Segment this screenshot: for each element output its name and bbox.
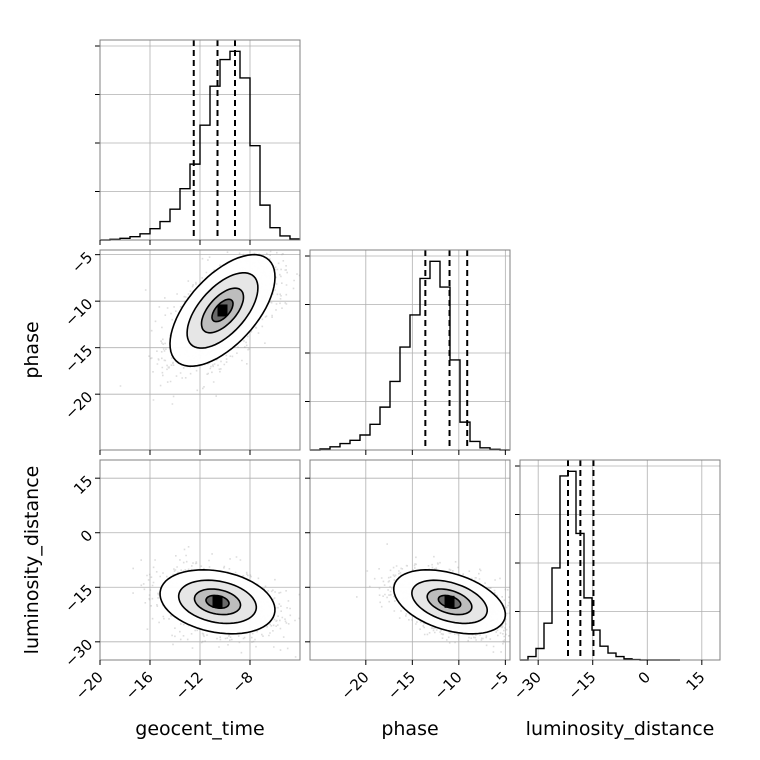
x-tick-label: −20 xyxy=(338,668,373,703)
panel-background xyxy=(310,250,510,450)
x-tick-label: 0 xyxy=(635,668,654,687)
pair-panel-phase-luminosity_distance xyxy=(309,459,511,661)
panel-border xyxy=(309,459,511,661)
hist-series xyxy=(310,260,510,451)
y-tick-label: −10 xyxy=(61,295,96,330)
hist-panel-geocent_time xyxy=(95,39,301,241)
hist-panel-luminosity_distance xyxy=(515,459,721,661)
y-tick-label: 0 xyxy=(77,526,96,545)
pair-content xyxy=(100,460,300,660)
y-tick-label: −20 xyxy=(61,388,96,423)
pair-content xyxy=(310,460,510,660)
x-tick-label: −5 xyxy=(484,668,512,696)
panel-background xyxy=(520,460,720,660)
y-tick-label: 15 xyxy=(70,472,96,498)
x-tick-label: 15 xyxy=(682,668,708,694)
x-tick-label: −8 xyxy=(228,668,256,696)
pair-content xyxy=(100,250,300,450)
x-tick-label: −20 xyxy=(72,668,107,703)
y-tick-label: −15 xyxy=(61,581,96,616)
pair-panel-geocent_time-phase xyxy=(99,249,301,451)
panel-border xyxy=(309,249,511,451)
y-tick-label: −30 xyxy=(61,635,96,670)
x-tick-label: −10 xyxy=(431,668,466,703)
x-tick-label: −12 xyxy=(172,668,207,703)
hist-panel-phase xyxy=(305,249,511,451)
density-peak xyxy=(217,304,228,317)
y-axis-label: luminosity_distance xyxy=(21,466,43,655)
x-tick-label: −15 xyxy=(384,668,419,703)
x-axis-label: phase xyxy=(381,718,438,740)
x-tick-label: −30 xyxy=(510,668,545,703)
hist-series xyxy=(100,50,300,241)
y-axis-label: phase xyxy=(21,321,43,378)
density-peak xyxy=(212,595,223,608)
y-tick-label: −5 xyxy=(68,248,96,276)
x-tick-label: −15 xyxy=(564,668,599,703)
y-tick-label: −15 xyxy=(61,341,96,376)
x-axis-label: luminosity_distance xyxy=(526,718,715,740)
density-peak xyxy=(444,595,455,608)
x-axis-label: geocent_time xyxy=(135,718,264,740)
x-tick-label: −16 xyxy=(122,668,157,703)
panel-border xyxy=(519,459,721,661)
pair-panel-geocent_time-luminosity_distance xyxy=(99,459,301,661)
